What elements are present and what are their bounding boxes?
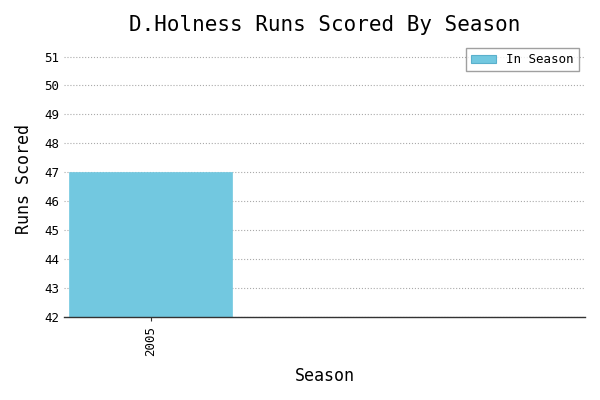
Y-axis label: Runs Scored: Runs Scored [15,124,33,234]
Title: D.Holness Runs Scored By Season: D.Holness Runs Scored By Season [129,15,520,35]
Legend: In Season: In Season [466,48,579,71]
X-axis label: Season: Season [295,367,355,385]
Bar [70,172,232,317]
